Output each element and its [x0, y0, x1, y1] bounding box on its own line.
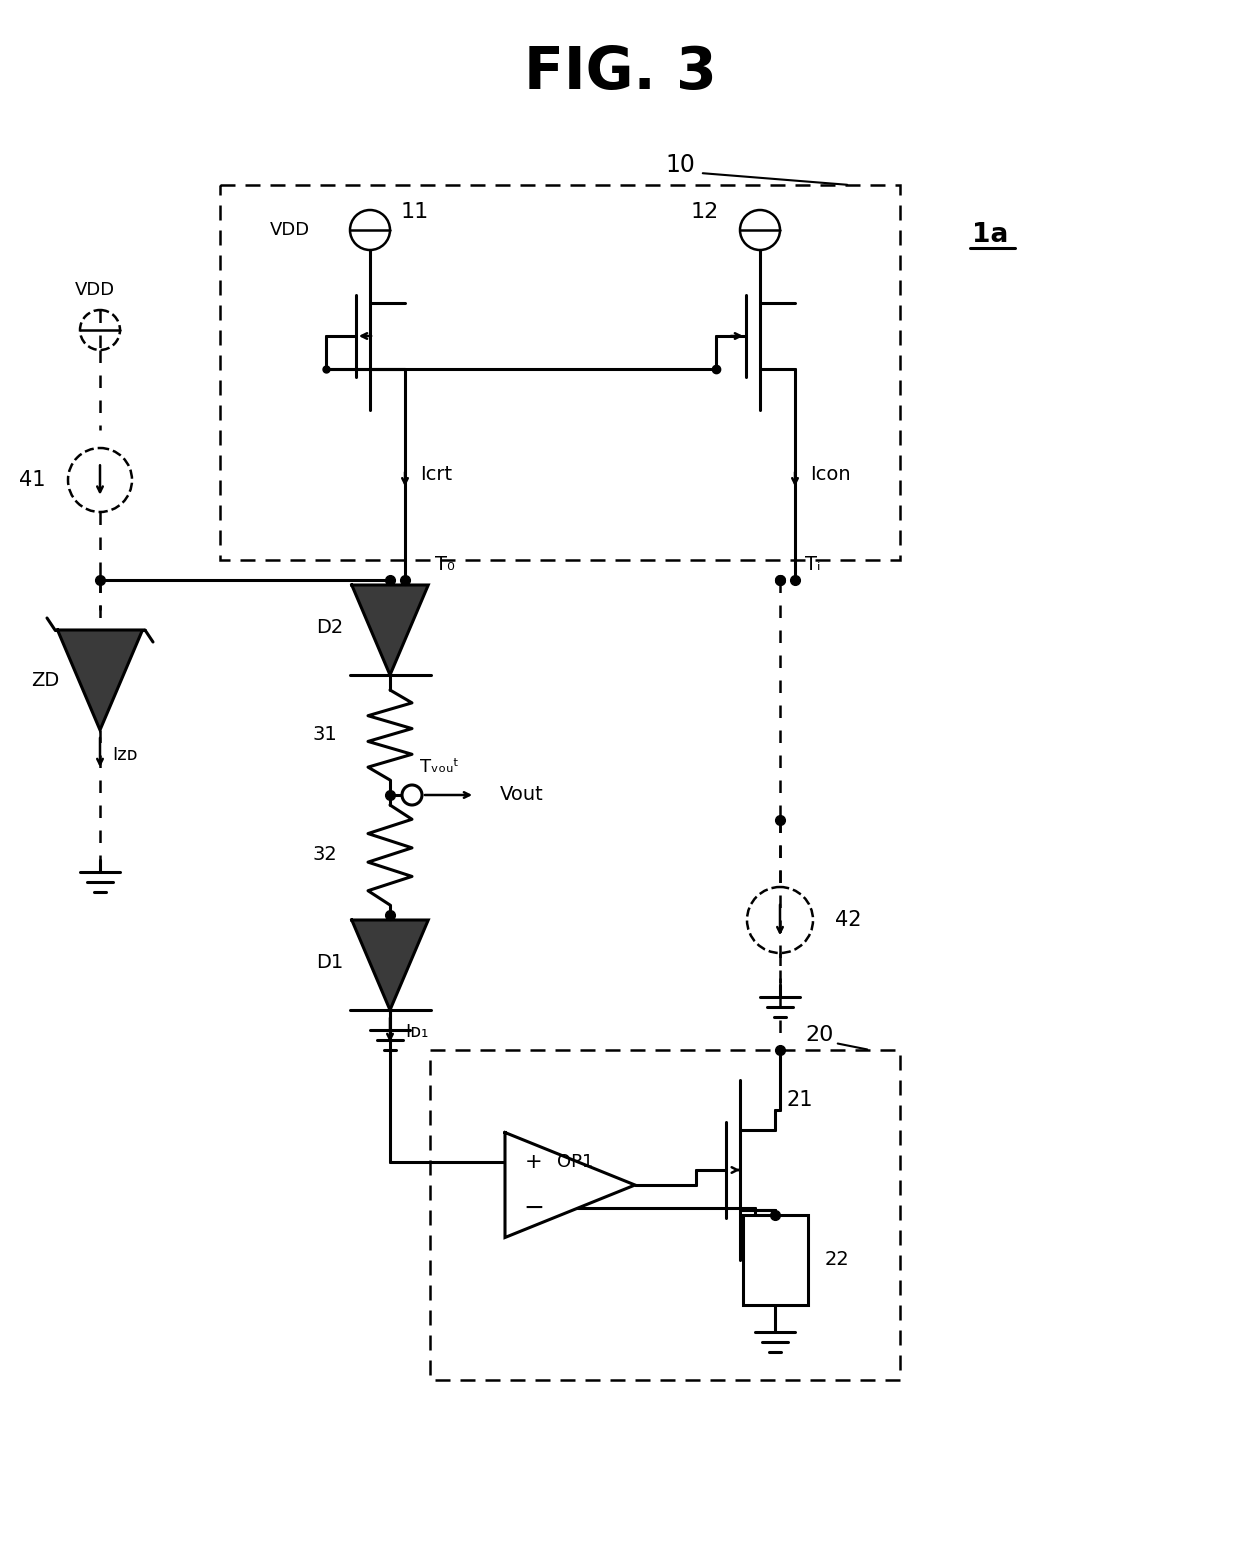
- Bar: [219, 185, 900, 559]
- Text: 21: 21: [786, 1091, 813, 1109]
- Circle shape: [402, 785, 422, 805]
- Text: ZD: ZD: [31, 671, 60, 689]
- Text: T₀: T₀: [435, 556, 455, 575]
- Text: D2: D2: [316, 618, 343, 637]
- Text: Tᵥₒᵤᵗ: Tᵥₒᵤᵗ: [420, 759, 459, 776]
- Text: 12: 12: [691, 202, 719, 222]
- Text: Icrt: Icrt: [420, 465, 453, 484]
- Text: VDD: VDD: [74, 281, 115, 300]
- Text: FIG. 3: FIG. 3: [523, 43, 717, 100]
- Text: 32: 32: [312, 845, 337, 865]
- Text: Vout: Vout: [500, 785, 544, 805]
- Text: 22: 22: [825, 1250, 849, 1268]
- Text: Iᴢᴅ: Iᴢᴅ: [112, 746, 138, 763]
- Text: +: +: [525, 1153, 542, 1173]
- Text: −: −: [523, 1196, 544, 1221]
- Text: 31: 31: [312, 726, 337, 745]
- Polygon shape: [352, 919, 428, 1010]
- Text: 20: 20: [806, 1024, 835, 1044]
- Text: 41: 41: [19, 470, 45, 490]
- Text: 42: 42: [835, 910, 862, 930]
- Bar: [743, 1214, 808, 1304]
- Text: 1a: 1a: [972, 222, 1008, 249]
- Polygon shape: [352, 586, 428, 675]
- Polygon shape: [505, 1132, 635, 1238]
- Text: Icon: Icon: [810, 465, 851, 484]
- Text: Iᴅ₁: Iᴅ₁: [405, 1023, 428, 1041]
- Text: Tᵢ: Tᵢ: [805, 556, 821, 575]
- Text: 11: 11: [401, 202, 429, 222]
- Bar: [430, 1051, 900, 1380]
- Text: VDD: VDD: [270, 221, 310, 239]
- Text: OP1: OP1: [557, 1153, 593, 1171]
- Text: D1: D1: [316, 953, 343, 972]
- Polygon shape: [57, 630, 143, 729]
- Text: 10: 10: [665, 153, 694, 178]
